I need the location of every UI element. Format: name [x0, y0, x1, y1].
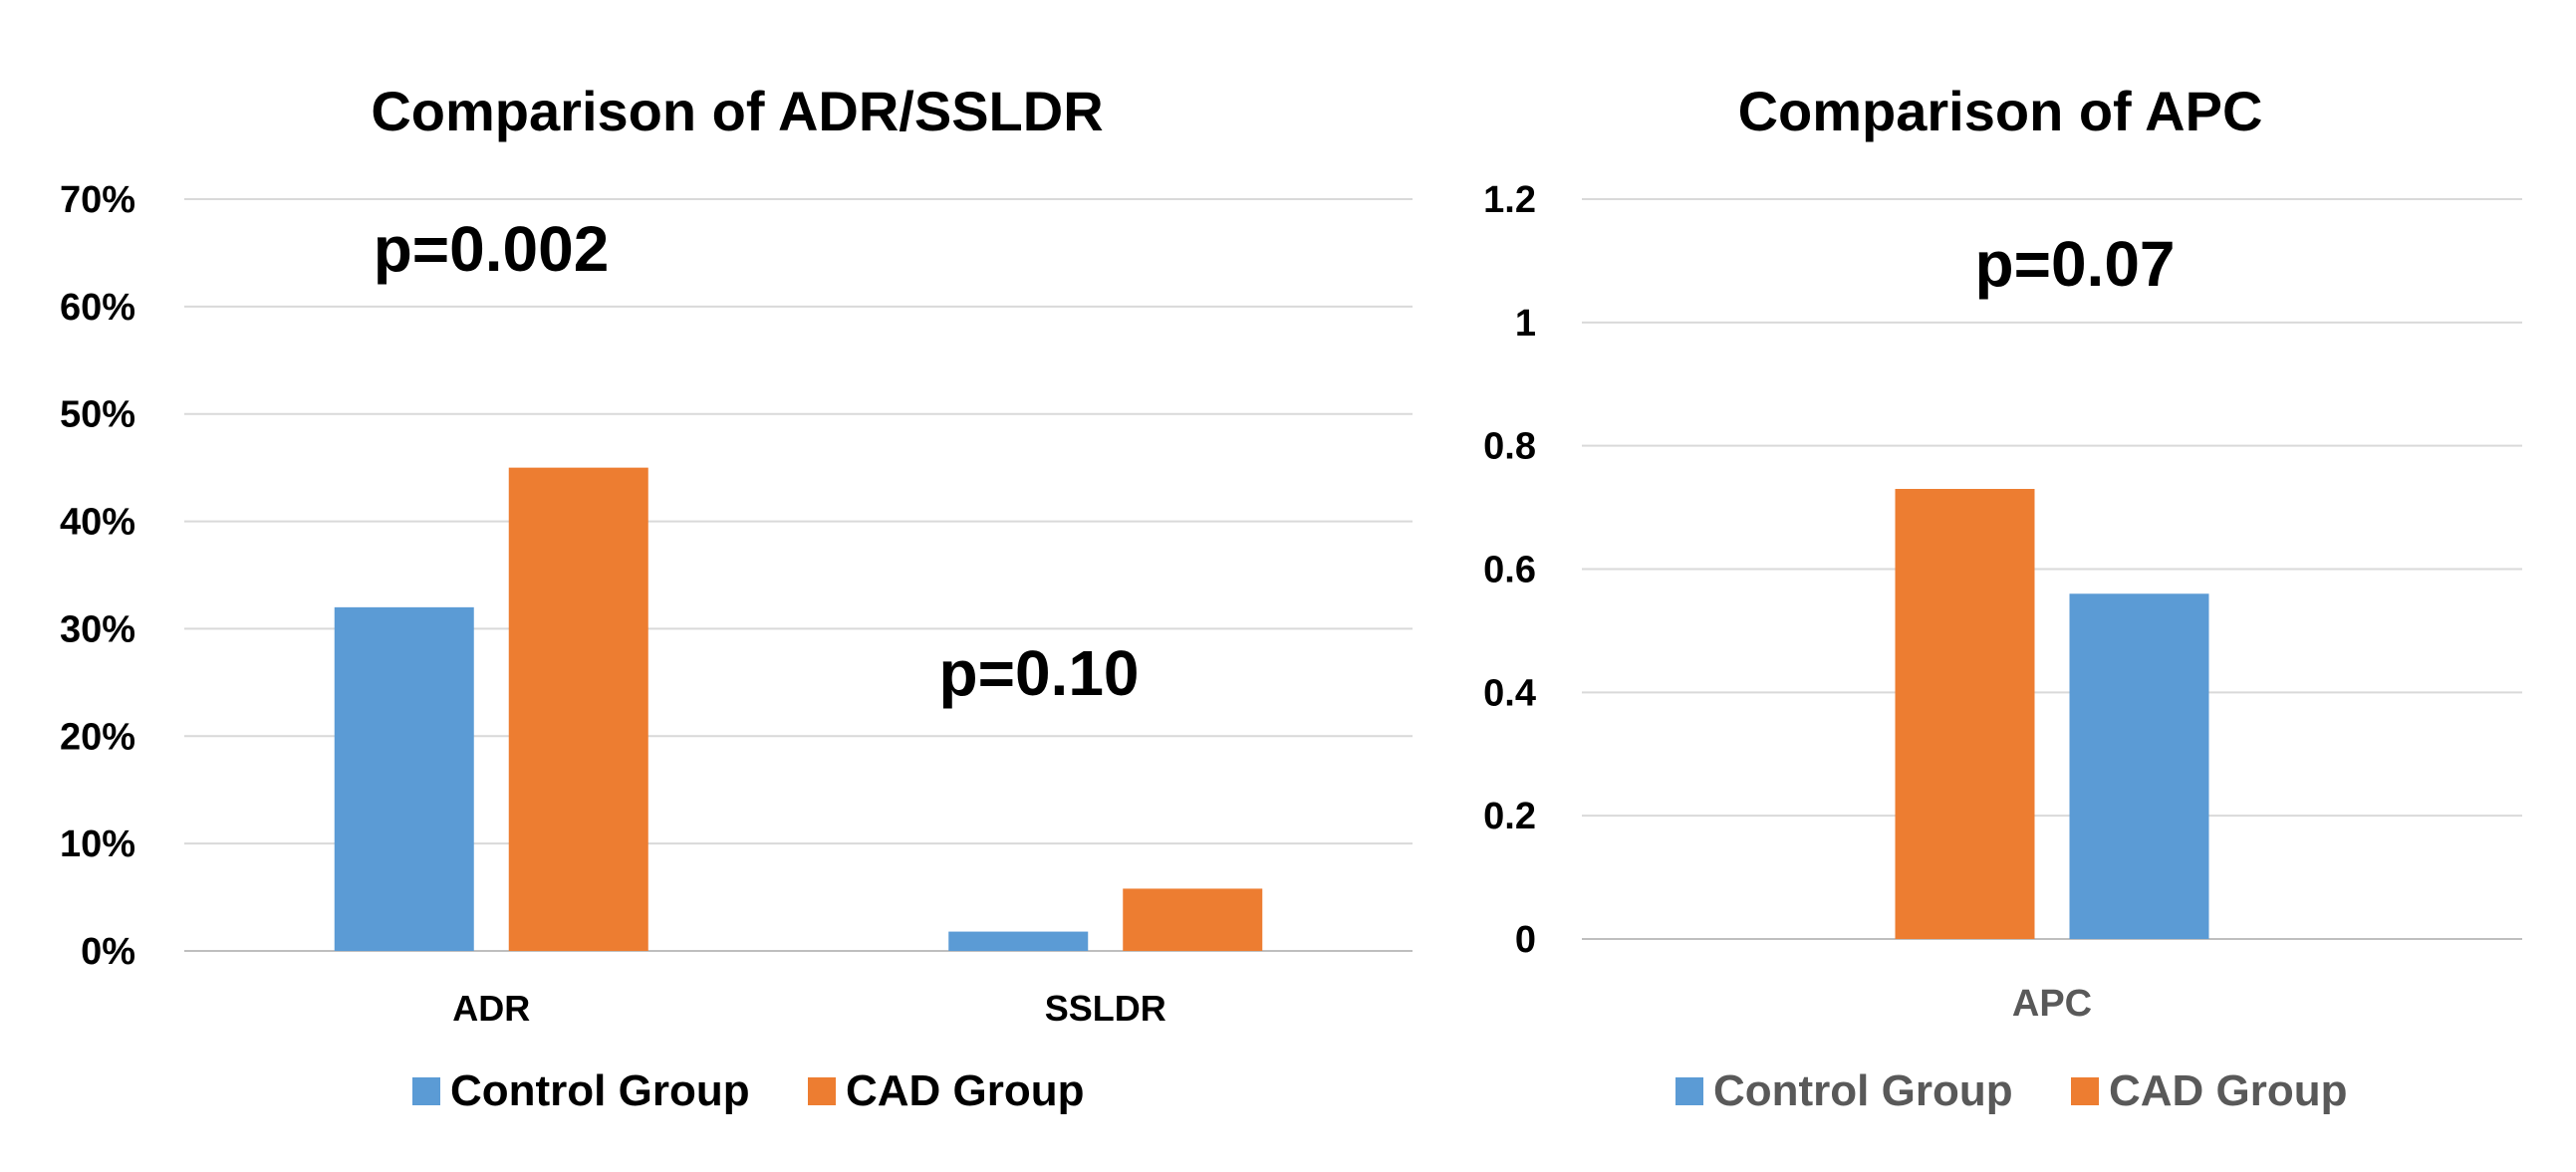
chart-right-pvalue-apc: p=0.07	[1974, 228, 2175, 300]
bar-apc-cad-group	[1895, 489, 2035, 939]
y-tick-label: 0.6	[1483, 550, 1536, 591]
chart-left-pvalue-ssldr: p=0.10	[938, 637, 1139, 709]
chart-left-x-axis: ADR SSLDR	[452, 988, 1166, 1029]
legend-label-control: Control Group	[1713, 1066, 2013, 1115]
y-tick-label: 0%	[81, 931, 135, 973]
chart-left-pvalue-adr: p=0.002	[374, 213, 610, 285]
y-tick-label: 1.2	[1483, 179, 1536, 221]
chart-right-gridlines	[1582, 198, 2522, 940]
x-category-label: SSLDR	[1045, 988, 1166, 1029]
bar-adr-cad-group	[508, 467, 648, 951]
legend-swatch-control	[412, 1077, 440, 1105]
chart-right: Comparison of APC 00.20.40.60.811.2 APC …	[1483, 80, 2522, 1115]
y-tick-label: 0.8	[1483, 426, 1536, 468]
y-tick-label: 60%	[60, 287, 135, 329]
x-category-label: APC	[2012, 983, 2092, 1025]
legend-label-cad: CAD Group	[2109, 1066, 2348, 1115]
bar-ssldr-control-group	[948, 931, 1089, 951]
chart-right-bars	[1895, 489, 2209, 939]
legend-swatch-control	[1675, 1077, 1703, 1105]
y-tick-label: 0.4	[1483, 672, 1536, 714]
legend-label-control: Control Group	[450, 1066, 750, 1115]
chart-right-y-axis: 0 0.2 0.4 0.6 0.8 1 1.2	[1483, 179, 1536, 961]
y-tick-label: 40%	[60, 502, 135, 544]
bar-adr-control-group	[334, 606, 474, 951]
bar-ssldr-cad-group	[1123, 888, 1263, 951]
y-tick-label: 1	[1515, 303, 1536, 345]
x-category-label: ADR	[452, 988, 530, 1029]
y-tick-label: 10%	[60, 823, 135, 865]
chart-left-title: Comparison of ADR/SSLDR	[371, 80, 1103, 142]
chart-right-legend: Control Group CAD Group	[1675, 1066, 2348, 1115]
y-tick-label: 0.2	[1483, 796, 1536, 837]
y-tick-label: 0	[1515, 919, 1536, 961]
chart-left-bars	[334, 467, 1263, 951]
chart-right-title: Comparison of APC	[1738, 80, 2263, 142]
legend-swatch-cad	[808, 1077, 836, 1105]
chart-right-x-axis: APC	[2012, 983, 2092, 1025]
y-tick-label: 50%	[60, 394, 135, 436]
y-tick-label: 20%	[60, 716, 135, 758]
y-tick-label: 30%	[60, 608, 135, 650]
legend-label-cad: CAD Group	[846, 1066, 1085, 1115]
chart-left-legend: Control Group CAD Group	[412, 1066, 1085, 1115]
y-tick-label: 70%	[60, 179, 135, 221]
bar-apc-control-group	[2069, 593, 2209, 939]
legend-swatch-cad	[2071, 1077, 2099, 1105]
chart-left-y-axis: 0% 10% 20% 30% 40% 50% 60% 70%	[60, 179, 135, 973]
chart-left: Comparison of ADR/SSLDR 0% 10% 20% 30% 40% 50…	[60, 80, 1413, 1115]
